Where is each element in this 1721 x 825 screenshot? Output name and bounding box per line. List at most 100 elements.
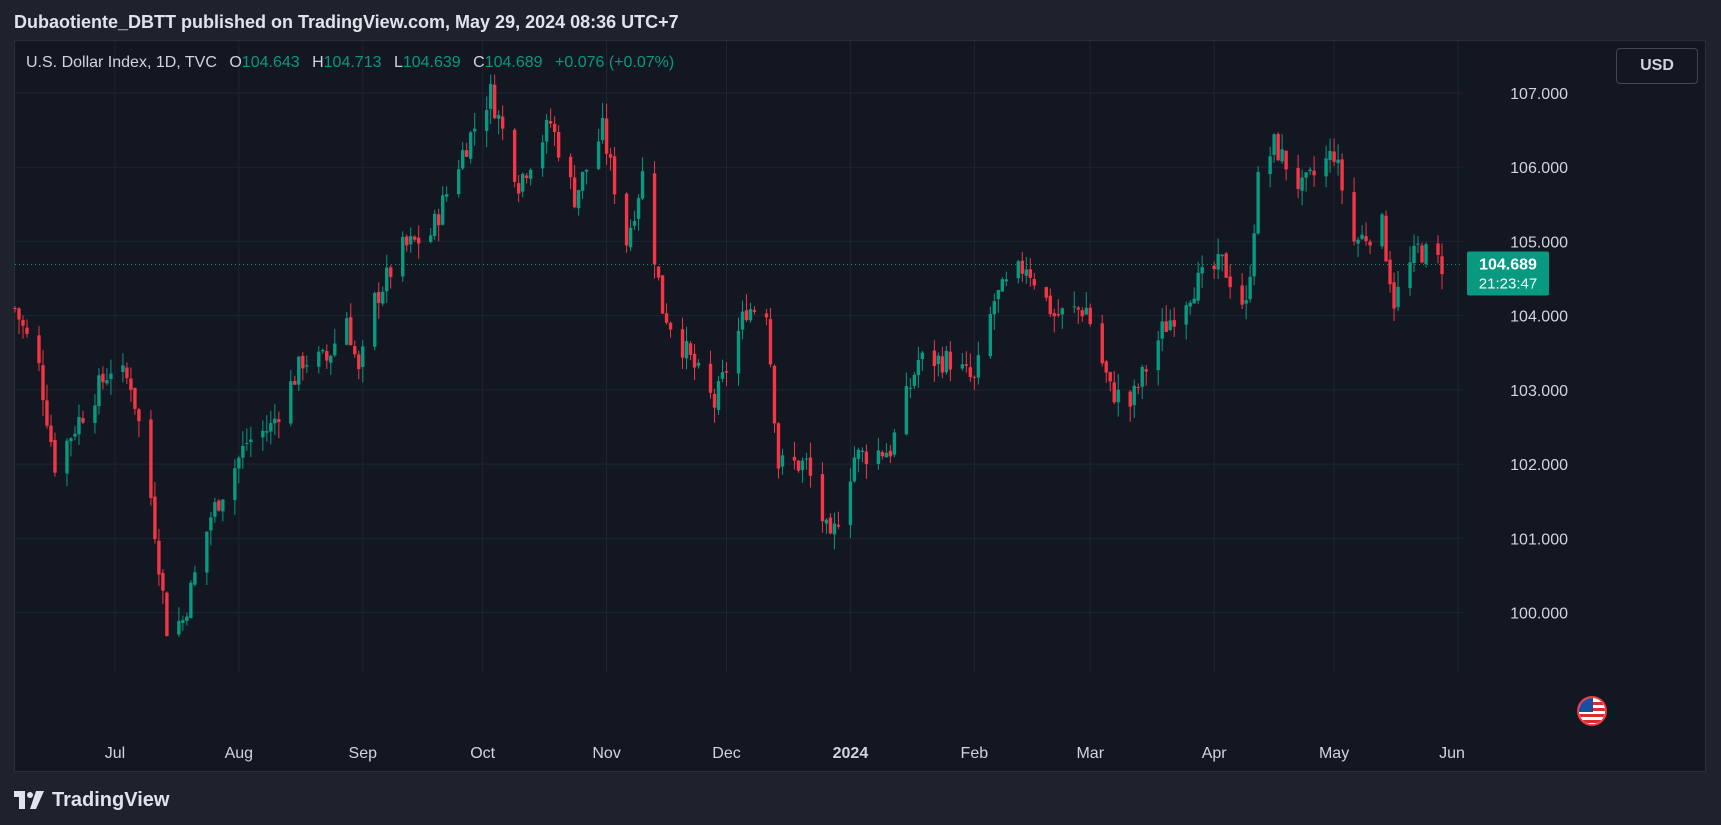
candle xyxy=(1080,307,1084,322)
time-tick-label: Oct xyxy=(470,745,495,762)
candle xyxy=(1388,251,1392,293)
chart-grid xyxy=(15,41,1462,672)
candle xyxy=(209,511,213,546)
candle xyxy=(153,481,157,544)
candle xyxy=(876,437,881,470)
candle xyxy=(1384,210,1388,263)
time-tick-label: Feb xyxy=(961,745,989,762)
candle xyxy=(1352,177,1356,246)
candle xyxy=(856,447,861,473)
candle xyxy=(908,378,913,399)
candle xyxy=(1368,239,1372,254)
candle xyxy=(109,359,113,395)
candle xyxy=(484,96,489,148)
candle xyxy=(520,172,525,198)
symbol-label[interactable]: U.S. Dollar Index, 1D, TVC xyxy=(26,54,217,71)
candle xyxy=(221,499,225,522)
candle xyxy=(1424,242,1428,268)
candle xyxy=(664,303,669,325)
candle xyxy=(381,286,385,307)
time-tick-label: Jun xyxy=(1439,745,1465,762)
candle xyxy=(273,404,277,436)
candle xyxy=(1220,254,1224,272)
candle xyxy=(205,531,209,586)
candle xyxy=(808,442,813,488)
candle xyxy=(1100,314,1104,367)
candle xyxy=(1244,285,1248,320)
candle xyxy=(1256,165,1260,235)
candle xyxy=(460,142,465,171)
candle xyxy=(720,359,725,383)
candle xyxy=(1084,292,1088,315)
candle xyxy=(1396,271,1400,312)
candle xyxy=(780,448,785,475)
candle xyxy=(97,368,101,415)
candle xyxy=(401,231,405,282)
candle xyxy=(1360,225,1364,240)
candle xyxy=(1304,172,1308,192)
candle xyxy=(389,265,393,289)
candle xyxy=(712,388,717,423)
candle xyxy=(820,462,825,533)
currency-button[interactable]: USD xyxy=(1616,48,1698,84)
candle xyxy=(604,103,609,166)
candle xyxy=(1044,286,1048,302)
ohlc-legend: U.S. Dollar Index, 1D, TVC O104.643 H104… xyxy=(26,54,674,72)
close-value: 104.689 xyxy=(484,54,543,71)
candle xyxy=(361,340,365,383)
candle xyxy=(468,130,473,164)
candle xyxy=(125,362,129,384)
time-tick-label: Nov xyxy=(592,745,620,762)
candle xyxy=(1380,212,1384,249)
candle xyxy=(165,591,169,637)
candle xyxy=(329,354,333,375)
candle xyxy=(73,426,77,441)
candle xyxy=(1172,307,1176,338)
time-tick-label: Aug xyxy=(225,745,253,762)
candle xyxy=(45,384,49,429)
candle xyxy=(1000,277,1005,292)
candle xyxy=(305,355,309,374)
time-tick-label: May xyxy=(1319,745,1349,762)
candle xyxy=(1116,374,1120,417)
candle xyxy=(860,447,865,463)
candle xyxy=(1228,264,1232,299)
candle xyxy=(964,351,969,373)
price-tick-label: 106.000 xyxy=(1510,160,1568,177)
candle xyxy=(21,315,25,339)
candle xyxy=(417,225,421,259)
chart-frame[interactable] xyxy=(14,40,1706,772)
candle xyxy=(572,165,577,209)
candle xyxy=(992,293,997,330)
candle xyxy=(1420,242,1424,264)
candle xyxy=(708,350,713,399)
candle xyxy=(1416,235,1420,254)
candle xyxy=(413,235,417,242)
candle xyxy=(948,341,953,382)
candle xyxy=(1224,251,1228,278)
footer-brand[interactable]: TradingView xyxy=(14,786,169,814)
candle xyxy=(624,192,629,253)
us-flag-icon[interactable] xyxy=(1577,696,1607,726)
candle xyxy=(345,311,349,346)
candle xyxy=(1104,359,1108,383)
candle xyxy=(1192,287,1196,304)
candle xyxy=(612,146,617,204)
candle xyxy=(1028,258,1032,287)
candle xyxy=(976,341,981,385)
candle xyxy=(1412,234,1416,273)
candle xyxy=(716,375,721,416)
candle xyxy=(832,512,837,550)
candle xyxy=(137,407,141,438)
candle xyxy=(1240,273,1244,309)
candle xyxy=(1032,272,1036,290)
candle xyxy=(129,367,133,402)
candle xyxy=(1276,132,1280,162)
open-value: 104.643 xyxy=(241,54,300,71)
candle xyxy=(1168,309,1172,332)
candle xyxy=(17,307,21,334)
candle xyxy=(736,317,741,386)
candle xyxy=(1296,154,1300,199)
candle xyxy=(904,372,909,436)
